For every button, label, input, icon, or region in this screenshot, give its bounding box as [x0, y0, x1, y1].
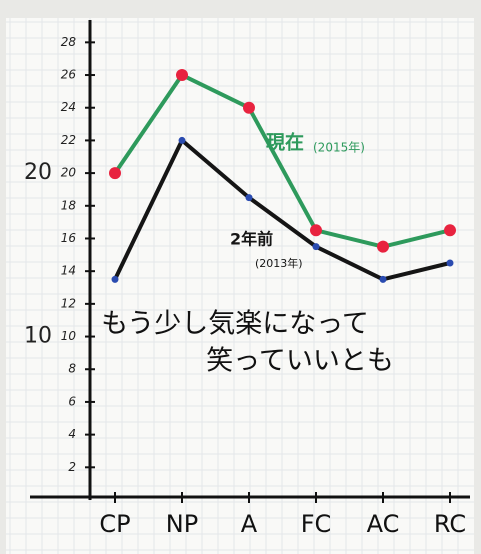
marker [310, 224, 322, 237]
marker [245, 194, 253, 202]
marker [111, 275, 119, 283]
y-tick-label: 26 [61, 68, 77, 82]
marker [377, 240, 389, 253]
y-tick-label: 24 [61, 100, 76, 114]
x-tick-label: FC [301, 510, 332, 538]
series-period: (2013年) [255, 256, 303, 270]
y-major-label: 10 [24, 324, 52, 349]
y-tick-label: 16 [61, 231, 77, 245]
y-tick-label: 2 [68, 460, 76, 474]
marker [379, 275, 387, 283]
y-major-label: 20 [24, 160, 52, 185]
marker [444, 224, 456, 237]
series-label: 2年前 [230, 230, 273, 249]
series-period: (2015年) [313, 141, 365, 155]
y-tick-label: 14 [61, 264, 76, 278]
marker [312, 243, 320, 251]
marker [176, 69, 188, 82]
x-tick-label: CP [99, 510, 130, 538]
paper [6, 18, 474, 554]
x-tick-label: RC [434, 510, 466, 538]
y-tick-label: 8 [68, 362, 76, 376]
x-tick-label: AC [367, 510, 400, 538]
y-tick-label: 4 [68, 427, 76, 441]
marker [109, 167, 121, 180]
annotation: 笑っていいとも [206, 346, 394, 377]
paper-grid [6, 18, 474, 554]
y-tick-label: 6 [68, 394, 76, 408]
marker [243, 101, 255, 114]
x-tick-label: NP [166, 510, 198, 538]
marker [446, 259, 454, 267]
y-tick-label: 22 [61, 133, 76, 147]
series-line [113, 73, 451, 249]
marker [178, 136, 186, 144]
annotation: もう少し気楽になって [101, 309, 369, 340]
y-tick-label: 28 [61, 35, 77, 49]
y-tick-label: 10 [61, 329, 77, 343]
series-line [113, 138, 451, 282]
y-tick-label: 12 [61, 296, 76, 310]
x-tick-label: A [241, 510, 258, 538]
y-tick-label: 20 [61, 166, 77, 180]
series-label: 現在 [266, 131, 304, 154]
y-tick-label: 18 [61, 198, 77, 212]
